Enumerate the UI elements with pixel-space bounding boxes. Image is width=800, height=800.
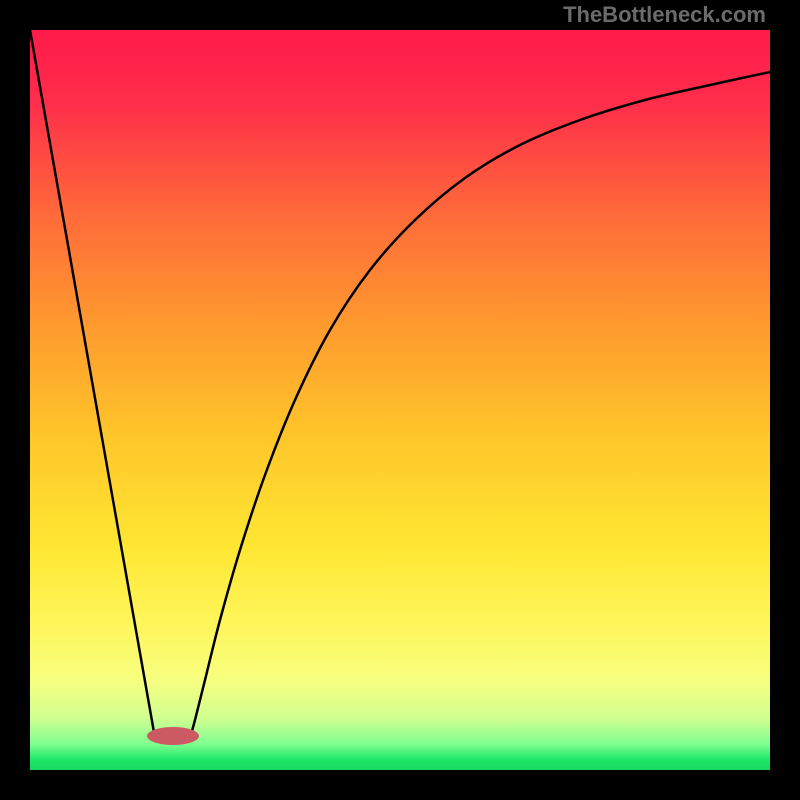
watermark-text: TheBottleneck.com — [563, 2, 766, 28]
frame-border-right — [770, 0, 800, 800]
frame-border-left — [0, 0, 30, 800]
plot-background — [30, 30, 770, 770]
frame-border-bottom — [0, 770, 800, 800]
chart-frame: TheBottleneck.com — [0, 0, 800, 800]
